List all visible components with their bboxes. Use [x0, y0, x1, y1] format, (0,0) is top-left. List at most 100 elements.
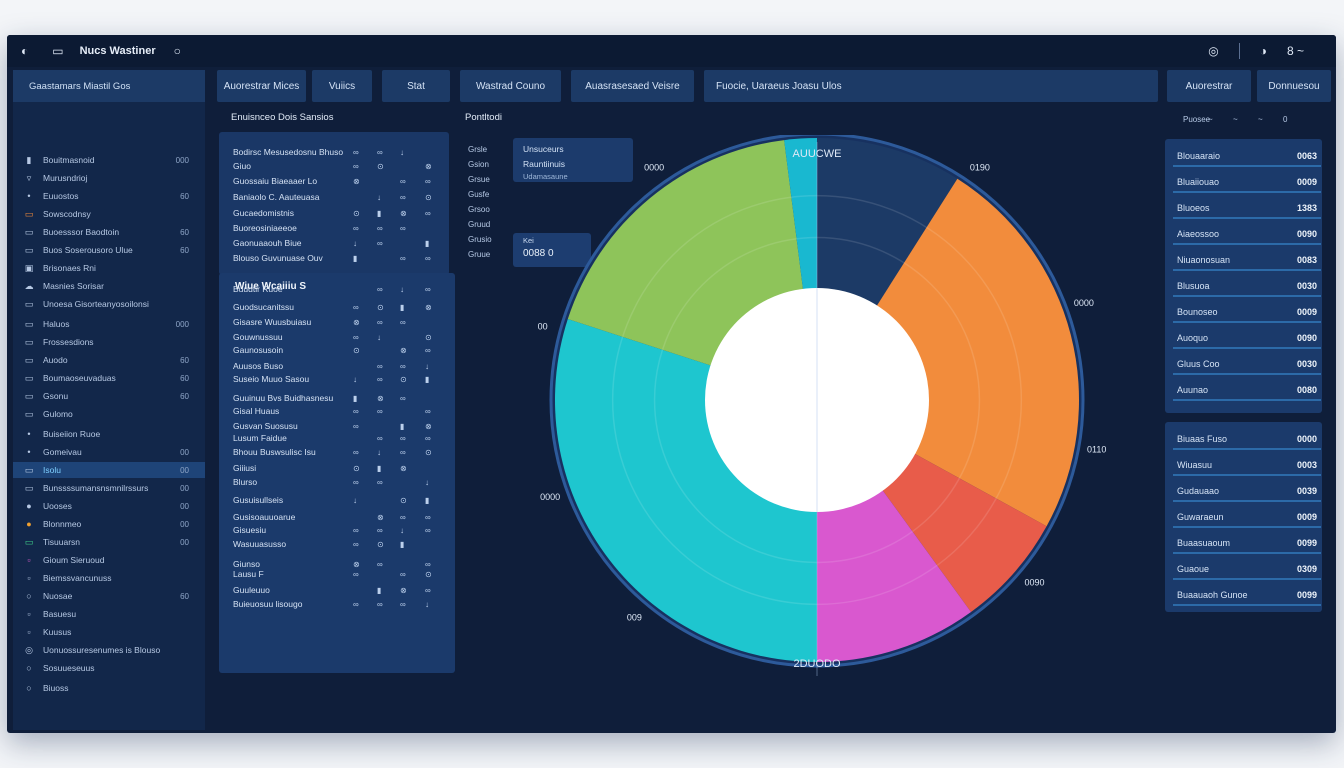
right-list-row[interactable]: Blusuoa 0030 — [1173, 277, 1321, 297]
sidebar-item[interactable]: • Buiseiion Ruoe — [13, 426, 205, 442]
right-list-row[interactable]: Bluoeos 1383 — [1173, 199, 1321, 219]
sidebar-item[interactable]: ▣ Brisonaes Rni — [13, 260, 205, 276]
right-list-row[interactable]: Bluaiiouao 0009 — [1173, 173, 1321, 193]
sidebar-item[interactable]: ● Uooses 00 — [13, 498, 205, 514]
table-row[interactable]: Auusos Buso ∞ ∞ ↓ — [233, 359, 445, 373]
sidebar-item[interactable]: ○ Sosuueseuus — [13, 660, 205, 676]
sidebar-item[interactable]: ▭ Auodo 60 — [13, 352, 205, 368]
sidebar-item[interactable]: ▭ Gulomo — [13, 406, 205, 422]
right-list-row[interactable]: Niuaonosuan 0083 — [1173, 251, 1321, 271]
tab-6[interactable]: Auorestrar — [1167, 70, 1251, 102]
table-row[interactable]: Bhouu Buswsulisc Isu ∞ ↓ ∞ ⊙ — [233, 445, 445, 459]
table-row[interactable]: Gusvan Suosusu ∞ ▮ ⊗ — [233, 419, 445, 433]
sidebar-item[interactable]: ◎ Uonuossuresenumes is Blouso — [13, 642, 205, 658]
tab-1[interactable]: Vuiics — [312, 70, 372, 102]
sidebar-item[interactable]: ▿ Murusndrioj — [13, 170, 205, 186]
sidebar-item[interactable]: ▭ Sowscodnsy — [13, 206, 205, 222]
sidebar-item[interactable]: ▫ Kuusus — [13, 624, 205, 640]
sidebar-item[interactable]: ▭ Haluos 000 — [13, 316, 205, 332]
table-row[interactable]: Gisasre Wuusbuiasu ⊗ ∞ ∞ — [233, 315, 445, 329]
menu-icon[interactable]: ▭ — [52, 44, 64, 58]
right-header-icon[interactable]: Puosee — [1183, 115, 1211, 124]
right-list-row[interactable]: Gluus Coo 0030 — [1173, 355, 1321, 375]
sidebar-item[interactable]: ▮ Bouitmasnoid 000 — [13, 152, 205, 168]
pie-chart: AUUCWE2DUODO0190000001100090009000000000… — [538, 135, 1106, 676]
sidebar-item[interactable]: ○ Nuosae 60 — [13, 588, 205, 604]
sidebar-item[interactable]: • Euuostos 60 — [13, 188, 205, 204]
table-row[interactable]: Gouwnussuu ∞ ↓ ⊙ — [233, 330, 445, 344]
sidebar-item[interactable]: ▭ Isolu 00 — [13, 462, 205, 478]
table-row[interactable]: Baniaolo C. Aauteuasa ↓ ∞ ⊙ — [233, 190, 445, 204]
right-header-icon[interactable]: ~ — [1233, 115, 1238, 124]
right-list-row[interactable]: Buaasuaoum 0099 — [1173, 534, 1321, 554]
table-row[interactable]: Gaonuaaouh Biue ↓ ∞ ▮ — [233, 236, 445, 250]
right-list-row[interactable]: Buaauaoh Gunoe 0099 — [1173, 586, 1321, 606]
sidebar-item[interactable]: ▭ Buos Soserousoro Ulue 60 — [13, 242, 205, 258]
sidebar-item[interactable]: ▭ Gsonu 60 — [13, 388, 205, 404]
table-row[interactable]: Suseio Muuo Sasou ↓ ∞ ⊙ ▮ — [233, 372, 445, 386]
table-row[interactable]: Gisuesiu ∞ ∞ ↓ ∞ — [233, 523, 445, 537]
table-row[interactable]: Gusuisullseis ↓ ⊙ ▮ — [233, 493, 445, 507]
pie-slice-orange[interactable] — [817, 178, 1079, 527]
table-row[interactable]: Wasuuasusso ∞ ⊙ ▮ — [233, 537, 445, 551]
tab-5[interactable]: Fuocie, Uaraeus Joasu Ulos — [704, 70, 1158, 102]
right-header-icon[interactable]: ~ — [1208, 115, 1213, 124]
table-row[interactable]: Gucaedomistnis ⊙ ▮ ⊗ ∞ — [233, 206, 445, 220]
table-row[interactable]: Bodirsc Mesusedosnu Bhuso ∞ ∞ ↓ — [233, 145, 445, 159]
user-icon[interactable]: ◎ — [1208, 44, 1219, 58]
table-row[interactable]: Guuinuu Bvs Buidhasnesu ▮ ⊗ ∞ — [233, 391, 445, 405]
tab-4[interactable]: Auasrasesaed Veisre — [571, 70, 694, 102]
table-row[interactable]: Gusisoauuoarue ⊗ ∞ ∞ — [233, 510, 445, 524]
right-header-icon[interactable]: 0 — [1283, 115, 1288, 124]
sidebar-item[interactable]: ▭ Tisuuarsn 00 — [13, 534, 205, 550]
circle-icon[interactable]: ○ — [173, 44, 181, 58]
right-list-row[interactable]: Aiaeossoo 0090 — [1173, 225, 1321, 245]
table-row[interactable]: Giiiusi ⊙ ▮ ⊗ — [233, 461, 445, 475]
back-icon[interactable]: ◐ — [21, 44, 29, 58]
right-list-row[interactable]: Auunao 0080 — [1173, 381, 1321, 401]
table-row[interactable]: Buoreosiniaeeoe ∞ ∞ ∞ — [233, 221, 445, 235]
sidebar-item[interactable]: ○ Biuoss — [13, 680, 205, 696]
sidebar-item[interactable]: ▭ Boumaoseuvaduas 60 — [13, 370, 205, 386]
table-row[interactable]: Guossaiu Biaeaaer Lo ⊗ ∞ ∞ — [233, 174, 445, 188]
table-row[interactable]: Buudtir Ruoe ∞ ↓ ∞ — [233, 282, 445, 296]
sidebar-item[interactable]: ▭ Frossesdions — [13, 334, 205, 350]
right-list-row[interactable]: Gudauaao 0039 — [1173, 482, 1321, 502]
table-row[interactable]: Lusum Faidue ∞ ∞ ∞ — [233, 431, 445, 445]
table-row[interactable]: Gaunosusoin ⊙ ⊗ ∞ — [233, 343, 445, 357]
sidebar-item[interactable]: ▫ Gioum Sieruoud — [13, 552, 205, 568]
sidebar-item[interactable]: ● Blonnmeo 00 — [13, 516, 205, 532]
sidebar-item[interactable]: • Gomeivau 00 — [13, 444, 205, 460]
table-row[interactable]: Guodsucanitssu ∞ ⊙ ▮ ⊗ — [233, 300, 445, 314]
sidebar-item[interactable]: ▭ Buoesssor Baodtoin 60 — [13, 224, 205, 240]
right-list-row[interactable]: Guwaraeun 0009 — [1173, 508, 1321, 528]
tab-0[interactable]: Auorestrar Mices — [217, 70, 306, 102]
table-row[interactable]: Buieuosuu lisougo ∞ ∞ ∞ ↓ — [233, 597, 445, 611]
table-row[interactable]: Blurso ∞ ∞ ↓ — [233, 475, 445, 489]
table-row[interactable]: Lausu F ∞ ∞ ⊙ — [233, 567, 445, 581]
sidebar-item-icon: ● — [26, 501, 32, 511]
table-row[interactable]: Giunso ⊗ ∞ ∞ — [233, 557, 445, 571]
table-cell-icon: ∞ — [377, 525, 383, 535]
titlebar-right-text[interactable]: 8 ~ — [1286, 44, 1304, 58]
right-list-row[interactable]: Auoquo 0090 — [1173, 329, 1321, 349]
right-list-row[interactable]: Guaoue 0309 — [1173, 560, 1321, 580]
tab-7[interactable]: Donnuesou — [1257, 70, 1331, 102]
right-list-row[interactable]: Blouaaraio 0063 — [1173, 147, 1321, 167]
tab-2[interactable]: Stat — [382, 70, 450, 102]
sidebar-item[interactable]: ▭ Unoesa Gisorteanyosoilonsi — [13, 296, 205, 312]
sidebar-item[interactable]: ▭ Bunssssumansnsmnilrssurs 00 — [13, 480, 205, 496]
table-row[interactable]: Gisal Huaus ∞ ∞ ∞ — [233, 404, 445, 418]
settings-icon[interactable]: ◑ — [1259, 44, 1267, 58]
table-row[interactable]: Blouso Guvunuase Ouv ▮ ∞ ∞ — [233, 251, 445, 265]
right-list-row[interactable]: Biuaas Fuso 0000 — [1173, 430, 1321, 450]
tab-3[interactable]: Wastrad Couno — [460, 70, 561, 102]
sidebar-item[interactable]: ☁ Masnies Sorisar — [13, 278, 205, 294]
table-row[interactable]: Guuleuuo ▮ ⊗ ∞ — [233, 583, 445, 597]
right-header-icon[interactable]: ~ — [1258, 115, 1263, 124]
sidebar-item[interactable]: ▫ Biemssvancunuss — [13, 570, 205, 586]
right-list-row[interactable]: Bounoseo 0009 — [1173, 303, 1321, 323]
right-list-row[interactable]: Wiuasuu 0003 — [1173, 456, 1321, 476]
sidebar-item[interactable]: ▫ Basuesu — [13, 606, 205, 622]
table-row[interactable]: Giuo ∞ ⊙ ⊗ — [233, 159, 445, 173]
